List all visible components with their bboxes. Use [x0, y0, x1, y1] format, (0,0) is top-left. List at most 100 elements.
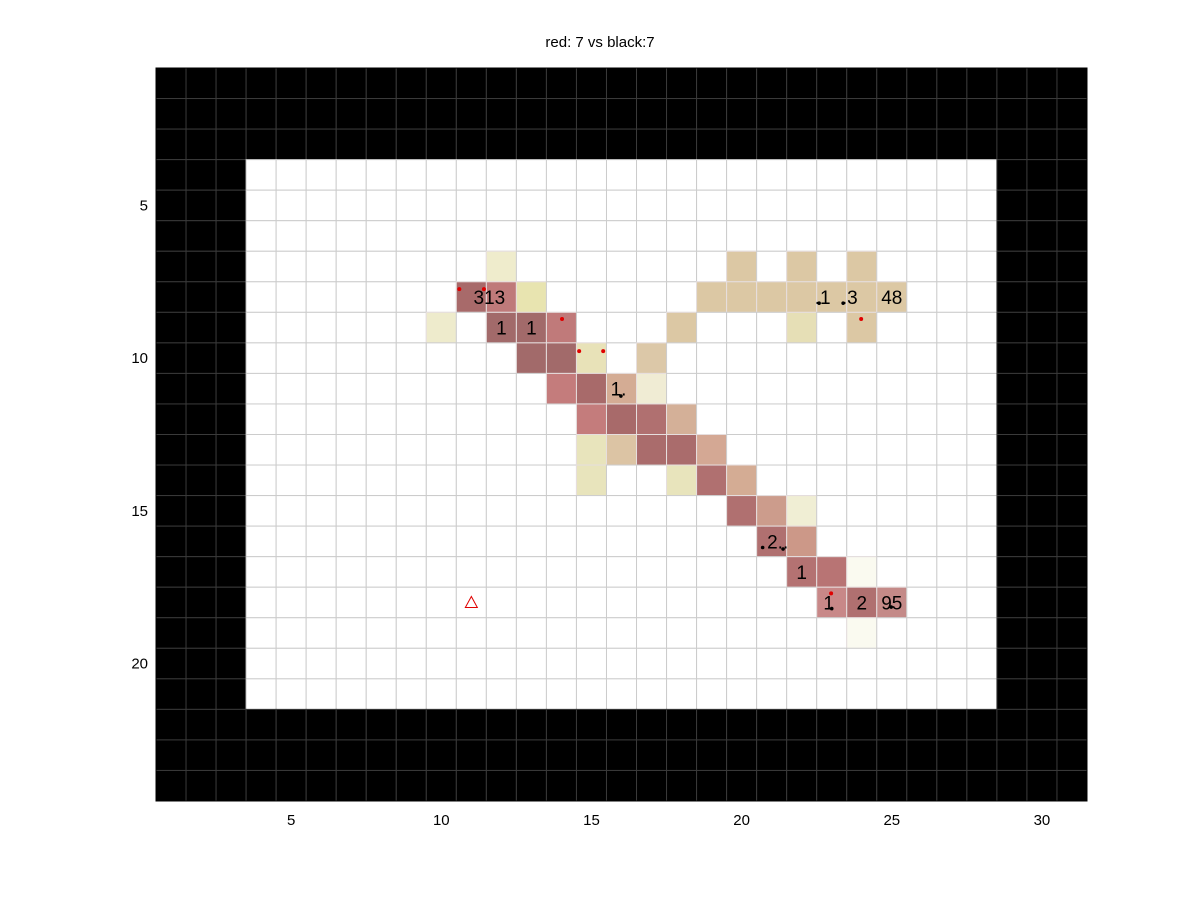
- cell-label: 2: [856, 593, 867, 614]
- free-cell: [575, 189, 607, 222]
- wall-cell: [906, 769, 938, 802]
- wall-cell: [365, 67, 397, 100]
- free-cell: [906, 434, 938, 466]
- wall-cell: [846, 98, 878, 130]
- wall-cell: [185, 434, 217, 466]
- free-cell: [485, 342, 517, 374]
- free-cell: [756, 586, 788, 619]
- wall-cell: [1056, 678, 1088, 710]
- free-cell: [605, 311, 638, 344]
- free-cell: [846, 189, 878, 222]
- free-cell: [936, 525, 968, 558]
- free-cell: [575, 250, 607, 283]
- free-cell: [696, 647, 728, 680]
- free-cell: [425, 525, 457, 558]
- free-cell: [485, 525, 517, 558]
- wall-cell: [1026, 464, 1058, 497]
- free-cell: [816, 525, 848, 558]
- free-cell: [485, 647, 517, 680]
- wall-cell: [215, 739, 247, 771]
- colored-cell: [846, 556, 878, 588]
- wall-cell: [605, 98, 638, 130]
- wall-cell: [1026, 159, 1058, 191]
- free-cell: [666, 586, 698, 619]
- wall-cell: [155, 128, 187, 161]
- free-cell: [545, 434, 577, 466]
- wall-cell: [1026, 434, 1058, 466]
- free-cell: [666, 220, 698, 252]
- wall-cell: [485, 739, 517, 771]
- free-cell: [726, 647, 758, 680]
- free-cell: [335, 311, 367, 344]
- wall-cell: [636, 708, 668, 741]
- free-cell: [906, 495, 938, 527]
- free-cell: [636, 250, 668, 283]
- free-cell: [275, 342, 307, 374]
- wall-cell: [485, 67, 517, 100]
- y-tick-label: 5: [140, 197, 148, 214]
- wall-cell: [185, 647, 217, 680]
- free-cell: [696, 250, 728, 283]
- free-cell: [966, 159, 998, 191]
- free-cell: [936, 189, 968, 222]
- wall-cell: [1026, 586, 1058, 619]
- free-cell: [936, 281, 968, 313]
- wall-cell: [155, 586, 187, 619]
- free-cell: [966, 556, 998, 588]
- wall-cell: [1056, 556, 1088, 588]
- wall-cell: [996, 281, 1028, 313]
- wall-cell: [395, 98, 427, 130]
- wall-cell: [215, 586, 247, 619]
- wall-cell: [575, 98, 607, 130]
- x-tick-label: 20: [733, 812, 750, 829]
- free-cell: [756, 220, 788, 252]
- free-cell: [756, 464, 788, 497]
- wall-cell: [666, 98, 698, 130]
- wall-cell: [605, 128, 638, 161]
- free-cell: [365, 342, 397, 374]
- free-cell: [696, 586, 728, 619]
- colored-cell: [575, 342, 607, 374]
- free-cell: [846, 678, 878, 710]
- free-cell: [575, 495, 607, 527]
- wall-cell: [305, 739, 337, 771]
- colored-cell: [786, 556, 818, 588]
- free-cell: [605, 525, 638, 558]
- wall-cell: [1026, 128, 1058, 161]
- wall-cell: [636, 128, 668, 161]
- wall-cell: [996, 647, 1028, 680]
- free-cell: [455, 403, 487, 436]
- wall-cell: [155, 281, 187, 313]
- wall-cell: [395, 739, 427, 771]
- wall-cell: [515, 67, 547, 100]
- free-cell: [545, 586, 577, 619]
- free-cell: [936, 372, 968, 405]
- wall-cell: [245, 67, 277, 100]
- free-cell: [636, 281, 668, 313]
- wall-cell: [365, 769, 397, 802]
- free-cell: [245, 342, 277, 374]
- free-cell: [305, 220, 337, 252]
- cell-label: 1: [496, 319, 507, 340]
- free-cell: [726, 159, 758, 191]
- free-cell: [245, 372, 277, 405]
- wall-cell: [816, 98, 848, 130]
- colored-cell: [545, 342, 577, 374]
- free-cell: [936, 434, 968, 466]
- free-cell: [335, 220, 367, 252]
- colored-cell: [786, 311, 818, 344]
- free-cell: [636, 495, 668, 527]
- free-cell: [666, 495, 698, 527]
- free-cell: [636, 647, 668, 680]
- free-cell: [485, 556, 517, 588]
- free-cell: [786, 434, 818, 466]
- free-cell: [455, 495, 487, 527]
- free-cell: [846, 159, 878, 191]
- free-cell: [245, 311, 277, 344]
- wall-cell: [215, 495, 247, 527]
- wall-cell: [846, 67, 878, 100]
- free-cell: [756, 556, 788, 588]
- free-cell: [365, 159, 397, 191]
- wall-cell: [515, 708, 547, 741]
- wall-cell: [485, 769, 517, 802]
